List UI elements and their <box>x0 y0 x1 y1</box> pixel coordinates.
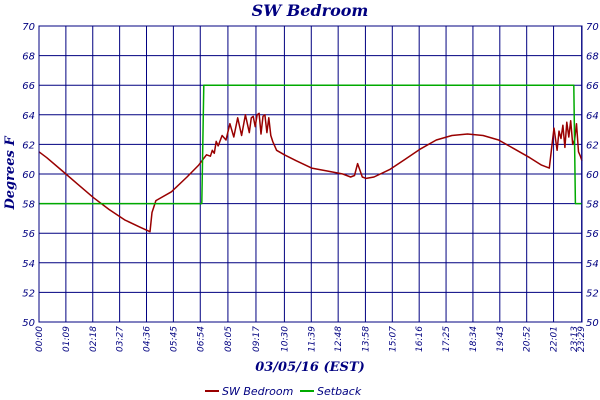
y-tick-label: 70 <box>22 22 35 33</box>
y-tick-label: 62 <box>22 140 35 151</box>
plot-frame <box>38 25 583 323</box>
x-tick-label: 22:01 <box>550 326 560 352</box>
legend-label: SW Bedroom <box>222 385 293 398</box>
y-tick-label-right: 52 <box>586 288 599 299</box>
x-tick-label: 08:05 <box>224 326 234 352</box>
x-tick-label: 18:34 <box>469 326 479 352</box>
y-tick-label: 60 <box>22 170 35 181</box>
legend-label: Setback <box>317 385 362 398</box>
y-tick-label-right: 60 <box>586 170 599 181</box>
x-tick-label: 10:30 <box>280 326 290 352</box>
y-tick-label-right: 68 <box>586 52 599 63</box>
series-line-setback <box>39 84 582 205</box>
y-tick-labels-right: 50 52 54 56 58 60 62 64 66 68 70 <box>586 22 599 329</box>
y-axis-label: Degrees F <box>3 136 18 211</box>
x-tick-label: 13:58 <box>361 326 371 352</box>
y-tick-label: 50 <box>22 318 35 329</box>
x-tick-label: 05:45 <box>169 326 179 352</box>
x-axis-label: 03/05/16 (EST) <box>255 360 365 375</box>
x-tick-labels: 00:00 01:09 02:18 03:27 04:36 05:45 06:54 08:05… <box>35 326 587 352</box>
y-tick-label-right: 50 <box>586 318 599 329</box>
y-tick-label-right: 62 <box>586 140 599 151</box>
y-tick-label-right: 64 <box>586 111 599 122</box>
x-tick-label: 23:13 <box>570 326 580 352</box>
series-lines <box>38 84 583 233</box>
y-tick-label-right: 70 <box>586 22 599 33</box>
y-tick-label: 66 <box>22 81 35 92</box>
y-tick-label-right: 56 <box>586 229 599 240</box>
x-tick-label: 06:54 <box>196 326 206 352</box>
x-tick-label: 19:43 <box>496 326 506 352</box>
x-tick-label: 02:18 <box>89 326 99 352</box>
x-tick-label: 11:39 <box>307 326 317 352</box>
y-tick-label: 52 <box>22 288 35 299</box>
x-tick-label: 04:36 <box>143 326 153 352</box>
x-tick-label: 00:00 <box>35 326 45 352</box>
y-tick-label: 56 <box>22 229 35 240</box>
x-tick-label: 23:29 <box>577 326 587 352</box>
y-tick-label-right: 58 <box>586 200 599 211</box>
x-tick-label: 01:09 <box>62 326 72 352</box>
x-tick-label: 20:52 <box>523 326 533 352</box>
chart-title: SW Bedroom <box>252 1 369 20</box>
x-tick-label: 16:16 <box>415 326 425 352</box>
y-tick-label-right: 54 <box>586 259 599 270</box>
y-tick-label: 58 <box>22 200 35 211</box>
x-tick-label: 17:25 <box>442 326 452 352</box>
legend: SW Bedroom Setback <box>205 385 362 398</box>
x-tick-label: 12:48 <box>334 326 344 352</box>
x-tick-label: 15:07 <box>388 326 398 352</box>
grid <box>38 25 583 323</box>
x-tick-label: 03:27 <box>116 326 126 352</box>
y-tick-label: 64 <box>22 111 35 122</box>
y-tick-labels-left: 50 52 54 56 58 60 62 64 66 68 70 <box>22 22 35 329</box>
y-tick-label: 54 <box>22 259 35 270</box>
y-tick-label: 68 <box>22 52 35 63</box>
series-line-sw-bedroom <box>38 112 583 233</box>
y-tick-label-right: 66 <box>586 81 599 92</box>
x-tick-label: 09:17 <box>252 326 262 352</box>
